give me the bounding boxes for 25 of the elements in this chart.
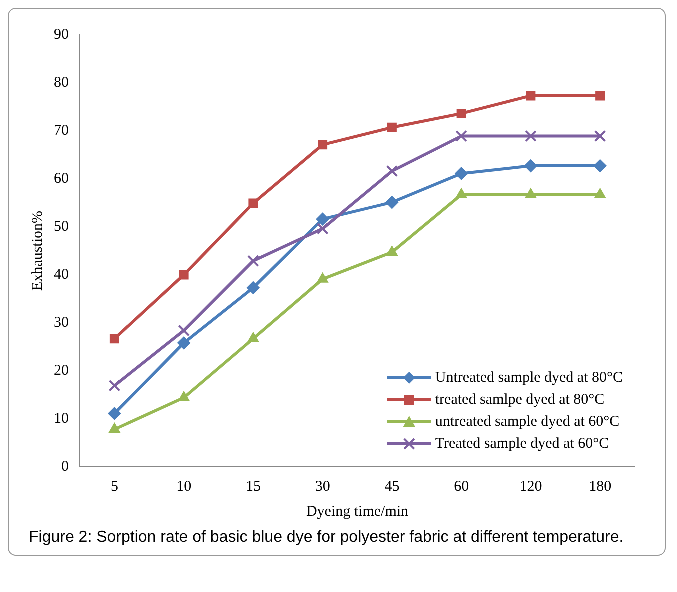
legend-label: Treated sample dyed at 60°C	[435, 436, 610, 452]
y-tick-label: 20	[54, 362, 69, 379]
legend-label: untreated sample dyed at 60°C	[435, 414, 620, 430]
caption: Figure 2: Sorption rate of basic blue dye for polyester fabric at different temperature.	[28, 528, 625, 547]
y-tick-label: 80	[54, 74, 69, 91]
x-tick-label: 120	[520, 478, 542, 495]
x-tick-label: 60	[454, 478, 470, 495]
x-tick-label: 30	[315, 478, 330, 495]
y-axis-title: Exhaustion%	[30, 211, 46, 291]
y-tick-label: 50	[54, 218, 69, 235]
y-tick-label: 40	[54, 266, 69, 283]
y-tick-label: 70	[54, 122, 69, 139]
y-tick-label: 60	[54, 170, 69, 187]
x-tick-label: 15	[246, 478, 261, 495]
y-tick-label: 10	[54, 410, 69, 427]
x-tick-label: 10	[176, 478, 192, 495]
x-tick-label: 5	[110, 478, 118, 495]
y-tick-label: 0	[62, 458, 69, 475]
legend-label: treated samlpe dyed at 80°C	[435, 392, 605, 408]
y-tick-label: 90	[54, 26, 69, 43]
y-tick-label: 30	[54, 314, 69, 331]
x-tick-label: 45	[384, 478, 400, 495]
legend-label: Untreated sample dyed at 80°C	[435, 370, 624, 386]
x-axis-title: Dyeing time/min	[306, 504, 410, 520]
x-tick-label: 180	[589, 478, 612, 495]
